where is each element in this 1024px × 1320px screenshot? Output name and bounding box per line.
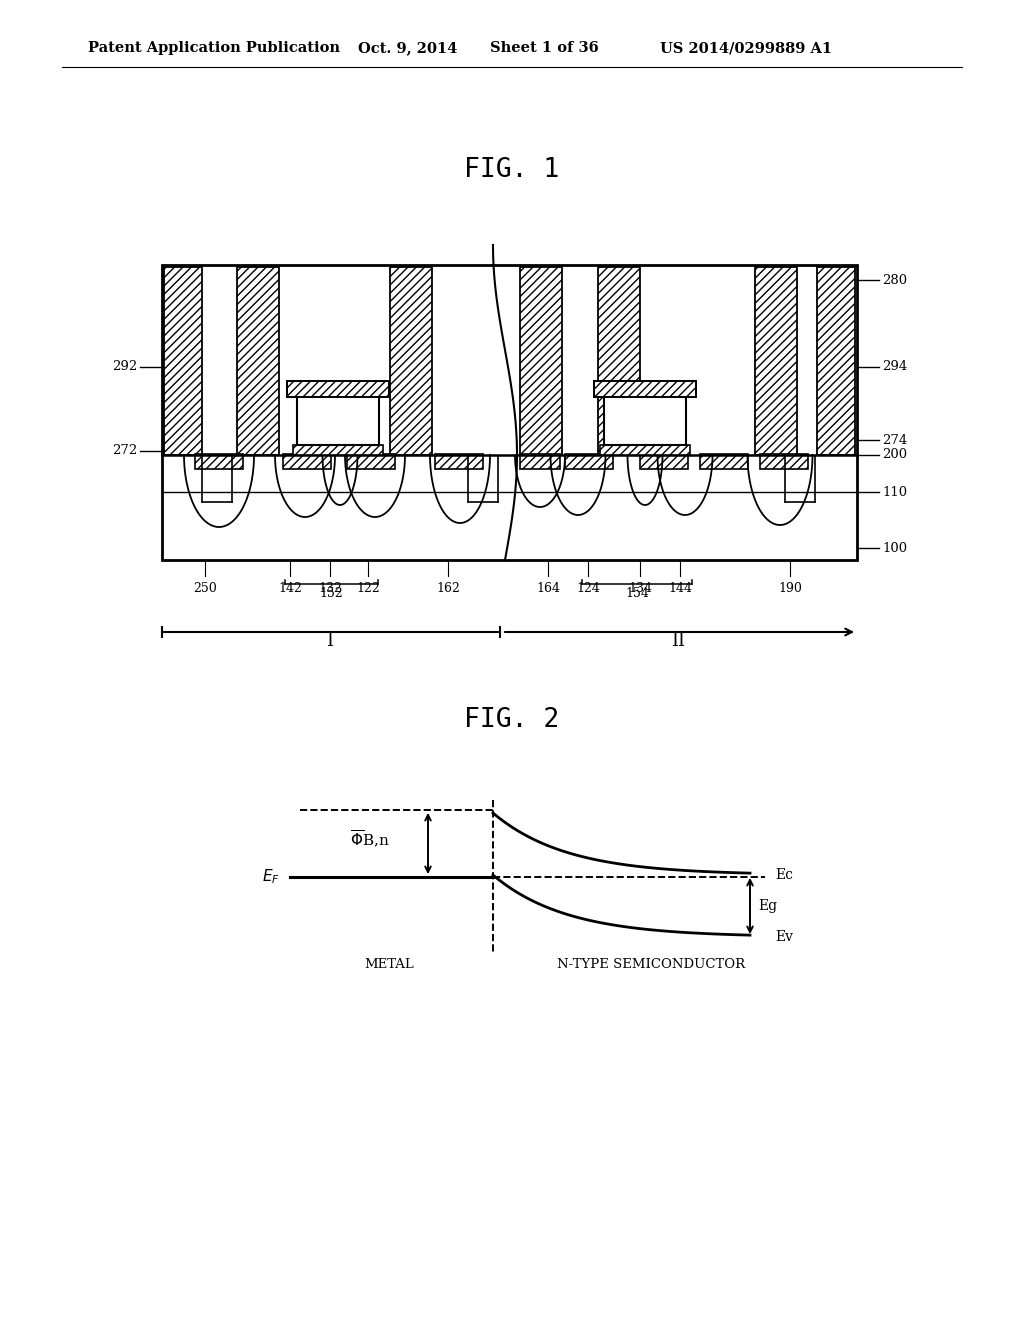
Text: N-TYPE SEMICONDUCTOR: N-TYPE SEMICONDUCTOR [557,958,745,972]
Bar [287,381,389,397]
Bar [700,454,748,469]
Bar [594,381,696,397]
Text: 134: 134 [628,582,652,595]
Bar [390,267,432,455]
Bar [468,500,498,558]
Text: I: I [327,632,334,649]
Text: 292: 292 [112,360,137,374]
Text: 152: 152 [319,587,343,601]
Bar [594,381,696,397]
Text: Sheet 1 of 36: Sheet 1 of 36 [490,41,599,55]
Bar [520,454,560,469]
Text: 132: 132 [318,582,342,595]
Text: FIG. 1: FIG. 1 [464,157,560,183]
Text: 144: 144 [668,582,692,595]
Bar [755,267,797,455]
Text: 250: 250 [194,582,217,595]
Text: 122: 122 [356,582,380,595]
Text: Ec: Ec [775,869,793,882]
Bar [604,393,686,445]
Text: Oct. 9, 2014: Oct. 9, 2014 [358,41,458,55]
Bar [598,267,640,455]
Bar [162,265,857,560]
Text: 190: 190 [778,582,802,595]
Text: 100: 100 [882,541,907,554]
Text: 124: 124 [577,582,600,595]
Bar [237,267,279,455]
Text: 294: 294 [882,360,907,374]
Text: 200: 200 [882,449,907,462]
Bar [435,454,483,469]
Bar [600,445,690,455]
Bar [293,445,383,455]
Bar [760,454,808,469]
Text: 154: 154 [625,587,649,601]
Text: Ev: Ev [775,931,793,944]
Bar [640,454,688,469]
Text: 280: 280 [882,273,907,286]
Text: 272: 272 [112,445,137,458]
Bar [565,454,613,469]
Bar [164,267,202,455]
Bar [520,267,562,455]
Text: II: II [671,632,685,649]
Text: Patent Application Publication: Patent Application Publication [88,41,340,55]
Text: $\overline{\Phi}$B,n: $\overline{\Phi}$B,n [350,829,389,850]
Bar [347,454,395,469]
Bar [195,454,243,469]
Bar [287,381,389,397]
Text: 142: 142 [279,582,302,595]
Bar [785,500,815,558]
Text: 274: 274 [882,433,907,446]
Bar [297,393,379,445]
Text: 162: 162 [436,582,460,595]
Text: Eg: Eg [758,899,777,913]
Text: FIG. 2: FIG. 2 [464,708,560,733]
Text: $E_F$: $E_F$ [262,867,280,886]
Bar [202,500,232,558]
Bar [283,454,331,469]
Bar [817,267,855,455]
Text: US 2014/0299889 A1: US 2014/0299889 A1 [660,41,833,55]
Text: 164: 164 [536,582,560,595]
Text: METAL: METAL [365,958,414,972]
Text: 110: 110 [882,486,907,499]
